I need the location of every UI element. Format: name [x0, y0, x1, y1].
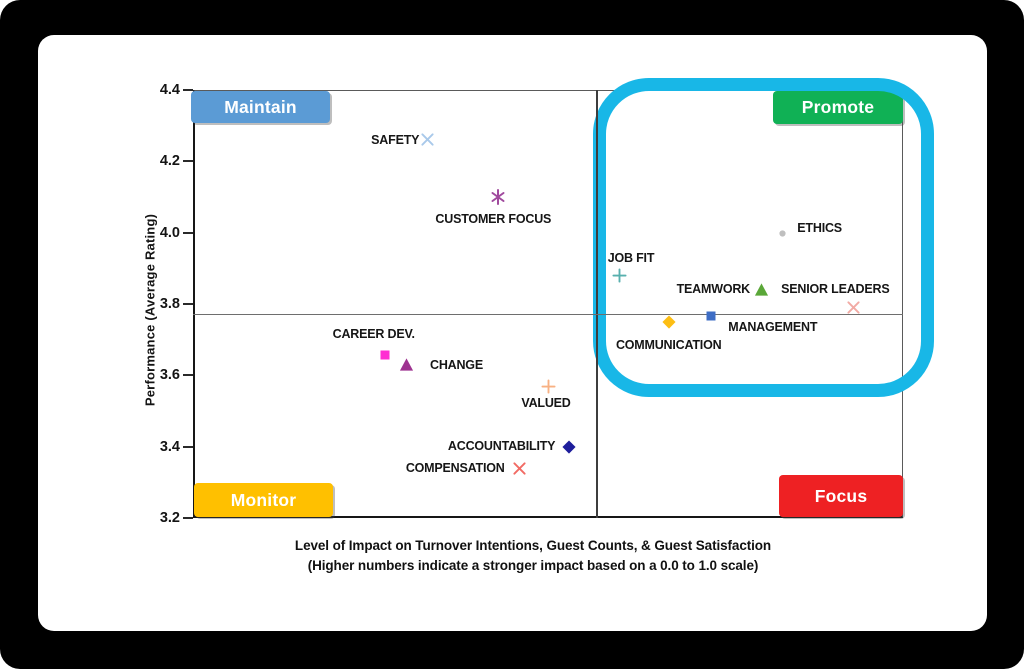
marker-change-triangle-icon: [399, 357, 414, 377]
quadrant-label-maintain: Maintain: [191, 91, 330, 123]
point-label-change: CHANGE: [430, 357, 483, 372]
y-tick-label-4-2: 4.2: [159, 153, 180, 170]
x-axis-caption: Level of Impact on Turnover Intentions, …: [133, 536, 933, 576]
y-tick-label-3-8: 3.8: [159, 296, 180, 312]
y-tick-mark-3-4: [183, 445, 193, 448]
y-tick-mark-3-2: [183, 517, 193, 519]
marker-ethics-dot-icon: [778, 225, 787, 243]
x-axis-caption-line1: Level of Impact on Turnover Intentions, …: [294, 538, 772, 553]
quadrant-divider-vertical: [595, 90, 598, 518]
point-label-management: MANAGEMENT: [728, 319, 818, 334]
marker-valued-plus-icon: [540, 379, 556, 399]
marker-accountability-diamond-icon: [562, 440, 576, 459]
point-label-compensation: COMPENSATION: [405, 461, 505, 476]
marker-customer-focus-asterisk-icon: [490, 189, 506, 210]
y-tick-mark-4-4: [183, 89, 193, 91]
y-tick-mark-4-2: [183, 160, 193, 163]
point-label-customer-focus: CUSTOMER FOCUS: [435, 212, 552, 226]
y-tick-label-3-6: 3.6: [159, 367, 180, 384]
point-label-accountability: ACCOUNTABILITY: [447, 438, 556, 453]
marker-career-dev-square-icon: [379, 348, 391, 366]
point-label-senior-leaders: SENIOR LEADERS: [781, 281, 890, 296]
quadrant-label-focus: Focus: [779, 475, 903, 517]
marker-management-square-icon: [705, 309, 717, 327]
point-label-safety: SAFETY: [371, 132, 420, 147]
quadrant-label-promote: Promote: [773, 91, 903, 124]
point-label-communication: COMMUNICATION: [615, 337, 722, 352]
y-tick-label-4-4: 4.4: [159, 82, 180, 98]
y-tick-label-3-4: 3.4: [159, 438, 180, 455]
quadrant-label-maintain-text: Maintain: [224, 96, 297, 117]
y-tick-label-3-2: 3.2: [159, 510, 180, 526]
point-label-valued: VALUED: [521, 396, 571, 411]
y-tick-label-4-0: 4.0: [159, 224, 180, 241]
point-label-ethics: ETHICS: [797, 221, 842, 236]
marker-job-fit-plus-icon: [611, 268, 627, 288]
marker-communication-diamond-icon: [662, 315, 676, 334]
plot-area: [193, 90, 903, 518]
quadrant-label-monitor-text: Monitor: [230, 489, 297, 510]
x-axis-caption-line2: (Higher numbers indicate a stronger impa…: [307, 558, 759, 573]
point-label-career-dev: CAREER DEV.: [332, 326, 415, 341]
quadrant-label-focus-text: Focus: [814, 485, 868, 506]
y-tick-mark-3-8: [183, 303, 193, 305]
marker-senior-leaders-x-icon: [846, 300, 861, 320]
chart-card: Performance (Average Rating) Maintain Pr…: [38, 35, 987, 631]
marker-teamwork-triangle-icon: [754, 282, 769, 302]
marker-compensation-x-icon: [512, 461, 527, 481]
point-label-job-fit: JOB FIT: [607, 251, 655, 266]
y-tick-mark-4-0: [183, 231, 193, 234]
quadrant-label-monitor: Monitor: [194, 483, 333, 517]
quadrant-label-promote-text: Promote: [801, 97, 875, 117]
marker-safety-x-icon: [420, 132, 435, 152]
point-label-teamwork: TEAMWORK: [676, 281, 751, 296]
y-tick-mark-3-6: [183, 374, 193, 377]
quadrant-divider-horizontal: [193, 313, 903, 316]
